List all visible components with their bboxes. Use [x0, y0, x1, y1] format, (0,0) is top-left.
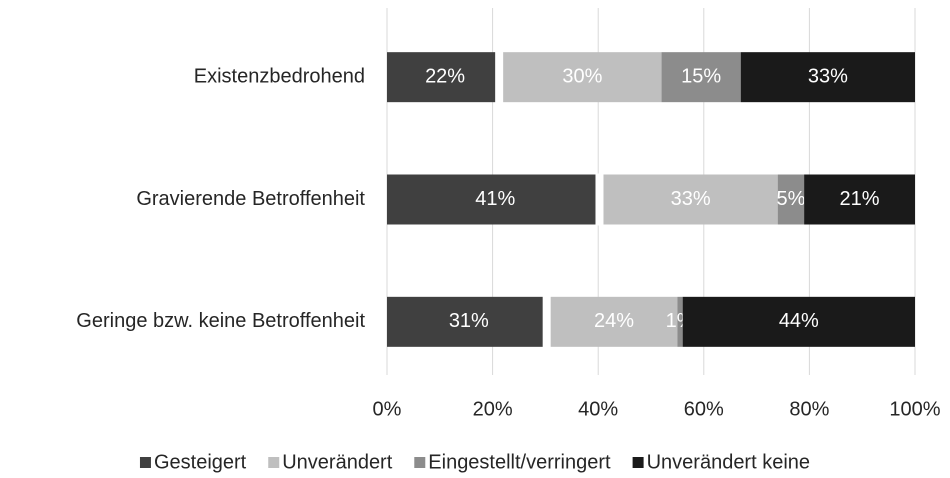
- legend-swatch: [268, 457, 280, 468]
- category-label: Gravierende Betroffenheit: [136, 188, 365, 210]
- bar-segment: [550, 296, 678, 347]
- bar-segment: [804, 174, 915, 225]
- bar-segment: [777, 174, 805, 225]
- x-tick-label: 20%: [473, 398, 513, 420]
- x-tick-label: 0%: [373, 398, 402, 420]
- legend-label: Unverändert: [282, 451, 393, 473]
- x-tick-label: 40%: [578, 398, 618, 420]
- bar-segment: [740, 52, 915, 103]
- bar-segment: [387, 296, 551, 347]
- legend-swatch: [139, 457, 151, 468]
- bar-segment: [387, 174, 604, 225]
- value-label: 15%: [681, 65, 721, 87]
- segment-gap: [595, 173, 606, 226]
- legend-label: Unverändert keine: [647, 451, 810, 473]
- value-label: 33%: [671, 188, 711, 210]
- value-label: 21%: [840, 188, 880, 210]
- bar-segment: [503, 52, 662, 103]
- bar-segment: [682, 296, 915, 347]
- bar-segment: [387, 52, 504, 103]
- segment-gap: [495, 51, 506, 104]
- value-label: 24%: [594, 310, 634, 332]
- category-label: Geringe bzw. keine Betroffenheit: [76, 310, 365, 332]
- value-label: 30%: [562, 65, 602, 87]
- value-label: 33%: [808, 65, 848, 87]
- segment-gap: [542, 295, 553, 348]
- category-label: Existenzbedrohend: [194, 65, 365, 87]
- x-tick-label: 60%: [684, 398, 724, 420]
- legend-label: Eingestellt/verringert: [428, 451, 611, 473]
- x-tick-label: 80%: [789, 398, 829, 420]
- value-label: 31%: [449, 310, 489, 332]
- value-label: 44%: [779, 310, 819, 332]
- bar-segment: [661, 52, 741, 103]
- value-label: 22%: [425, 65, 465, 87]
- bar-segment: [603, 174, 778, 225]
- bar-segment: [677, 296, 683, 347]
- value-label: 5%: [776, 188, 805, 210]
- legend-label: Gesteigert: [154, 451, 247, 473]
- legend-swatch: [414, 457, 426, 468]
- x-tick-label: 100%: [889, 398, 940, 420]
- value-label: 41%: [475, 188, 515, 210]
- legend-swatch: [632, 457, 644, 468]
